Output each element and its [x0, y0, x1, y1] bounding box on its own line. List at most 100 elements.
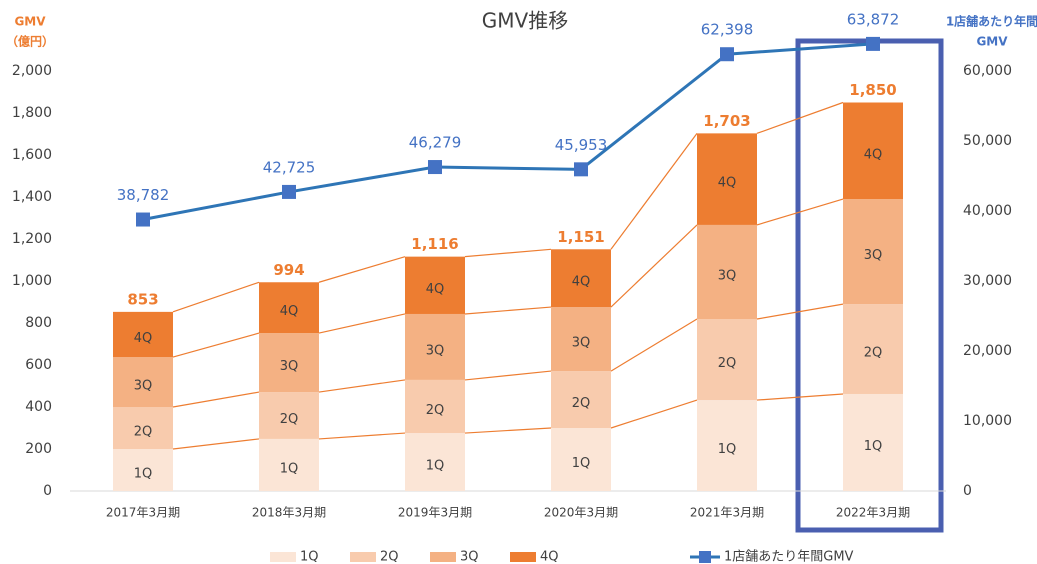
connector-line: [172, 438, 260, 450]
total-label: 1,151: [557, 228, 604, 246]
bar-segment: [259, 282, 319, 334]
total-label: 994: [273, 261, 304, 279]
connector-line: [610, 224, 698, 308]
line-value-label: 62,398: [701, 21, 754, 39]
bar-segment: [113, 311, 173, 358]
bar-segment: [843, 393, 903, 491]
connector-line: [756, 101, 844, 134]
line-value-label: 42,725: [263, 158, 316, 176]
line-marker: [428, 160, 442, 175]
segment-label: 1Q: [134, 467, 153, 482]
bar-segment: [843, 304, 903, 394]
legend-label: 3Q: [460, 550, 479, 564]
connector-line: [172, 281, 260, 313]
bar-segment: [113, 449, 173, 491]
segment-label: 1Q: [426, 459, 445, 474]
bar-segment: [697, 319, 757, 401]
bar-segment: [697, 224, 757, 320]
legend-swatch: [430, 552, 456, 562]
bar-segment: [551, 307, 611, 372]
line-marker: [720, 47, 734, 62]
line-value-label: 63,872: [847, 10, 900, 28]
y2-axis-label: 1店舗あたり年間: [946, 14, 1037, 29]
bar-segment: [551, 371, 611, 428]
segment-label: 3Q: [864, 248, 883, 263]
connector-line: [464, 248, 552, 258]
x-tick-label: 2022年3月期: [836, 506, 910, 520]
connector-line: [610, 318, 698, 372]
y2-axis-label: GMV: [976, 35, 1008, 49]
segment-label: 3Q: [718, 268, 737, 283]
legend-swatch: [270, 552, 296, 562]
bar-segment: [697, 133, 757, 225]
connector-line: [464, 306, 552, 315]
y-tick-label: 2,000: [12, 63, 52, 79]
connector-line: [756, 198, 844, 226]
connector-line: [318, 256, 406, 283]
x-tick-label: 2018年3月期: [252, 506, 326, 520]
bar-segment: [405, 313, 465, 380]
segment-label: 2Q: [280, 412, 299, 427]
bar-segment: [113, 407, 173, 449]
connector-line: [756, 393, 844, 401]
segment-label: 4Q: [572, 275, 591, 290]
segment-label: 1Q: [572, 456, 591, 471]
y-tick-label: 0: [43, 483, 52, 499]
y-tick-label: 400: [25, 399, 52, 415]
bar-segment: [259, 392, 319, 439]
connector-line: [464, 370, 552, 381]
connector-line: [756, 303, 844, 320]
x-tick-label: 2021年3月期: [690, 506, 764, 520]
y-tick-label: 1,000: [12, 273, 52, 289]
bar-segment: [113, 357, 173, 407]
line-value-label: 38,782: [117, 186, 170, 204]
segment-label: 4Q: [280, 304, 299, 319]
bar-segment: [405, 379, 465, 434]
segment-label: 3Q: [134, 379, 153, 394]
x-tick-label: 2020年3月期: [544, 506, 618, 520]
legend-swatch: [510, 552, 536, 562]
line-value-label: 46,279: [409, 134, 462, 152]
connector-line: [172, 332, 260, 358]
y2-tick-label: 60,000: [963, 63, 1012, 79]
total-label: 1,116: [411, 235, 458, 253]
segment-label: 2Q: [426, 403, 445, 418]
legend-label: 1Q: [300, 550, 319, 564]
y-tick-label: 1,400: [12, 189, 52, 205]
bar-segment: [551, 249, 611, 308]
total-label: 853: [127, 290, 158, 308]
segment-label: 2Q: [134, 425, 153, 440]
connector-line: [318, 432, 406, 440]
segment-label: 3Q: [426, 343, 445, 358]
connector-line: [318, 313, 406, 334]
segment-label: 4Q: [134, 331, 153, 346]
bar-segment: [843, 199, 903, 305]
segment-label: 4Q: [718, 176, 737, 191]
y-tick-label: 600: [25, 357, 52, 373]
bar-segment: [843, 102, 903, 200]
segment-label: 1Q: [718, 442, 737, 457]
y2-tick-label: 10,000: [963, 413, 1012, 429]
legend-label: 2Q: [380, 550, 399, 564]
line-value-label: 45,953: [555, 136, 608, 154]
segment-label: 4Q: [864, 147, 883, 162]
bar-segment: [697, 400, 757, 491]
x-tick-label: 2019年3月期: [398, 506, 472, 520]
bar-segment: [405, 433, 465, 491]
legend-label: 1店舗あたり年間GMV: [724, 550, 854, 564]
y2-tick-label: 50,000: [963, 133, 1012, 149]
y2-tick-label: 30,000: [963, 273, 1012, 289]
bar-segment: [259, 438, 319, 491]
total-label: 1,850: [849, 81, 896, 99]
connector-line: [172, 391, 260, 408]
y-axis-label: （億円）: [6, 34, 54, 49]
chart-title: GMV推移: [482, 9, 568, 33]
segment-label: 1Q: [280, 461, 299, 476]
y-tick-label: 1,800: [12, 105, 52, 121]
total-label: 1,703: [703, 112, 750, 130]
y2-tick-label: 40,000: [963, 203, 1012, 219]
y-tick-label: 800: [25, 315, 52, 331]
y2-tick-label: 20,000: [963, 343, 1012, 359]
line-marker: [136, 212, 150, 227]
